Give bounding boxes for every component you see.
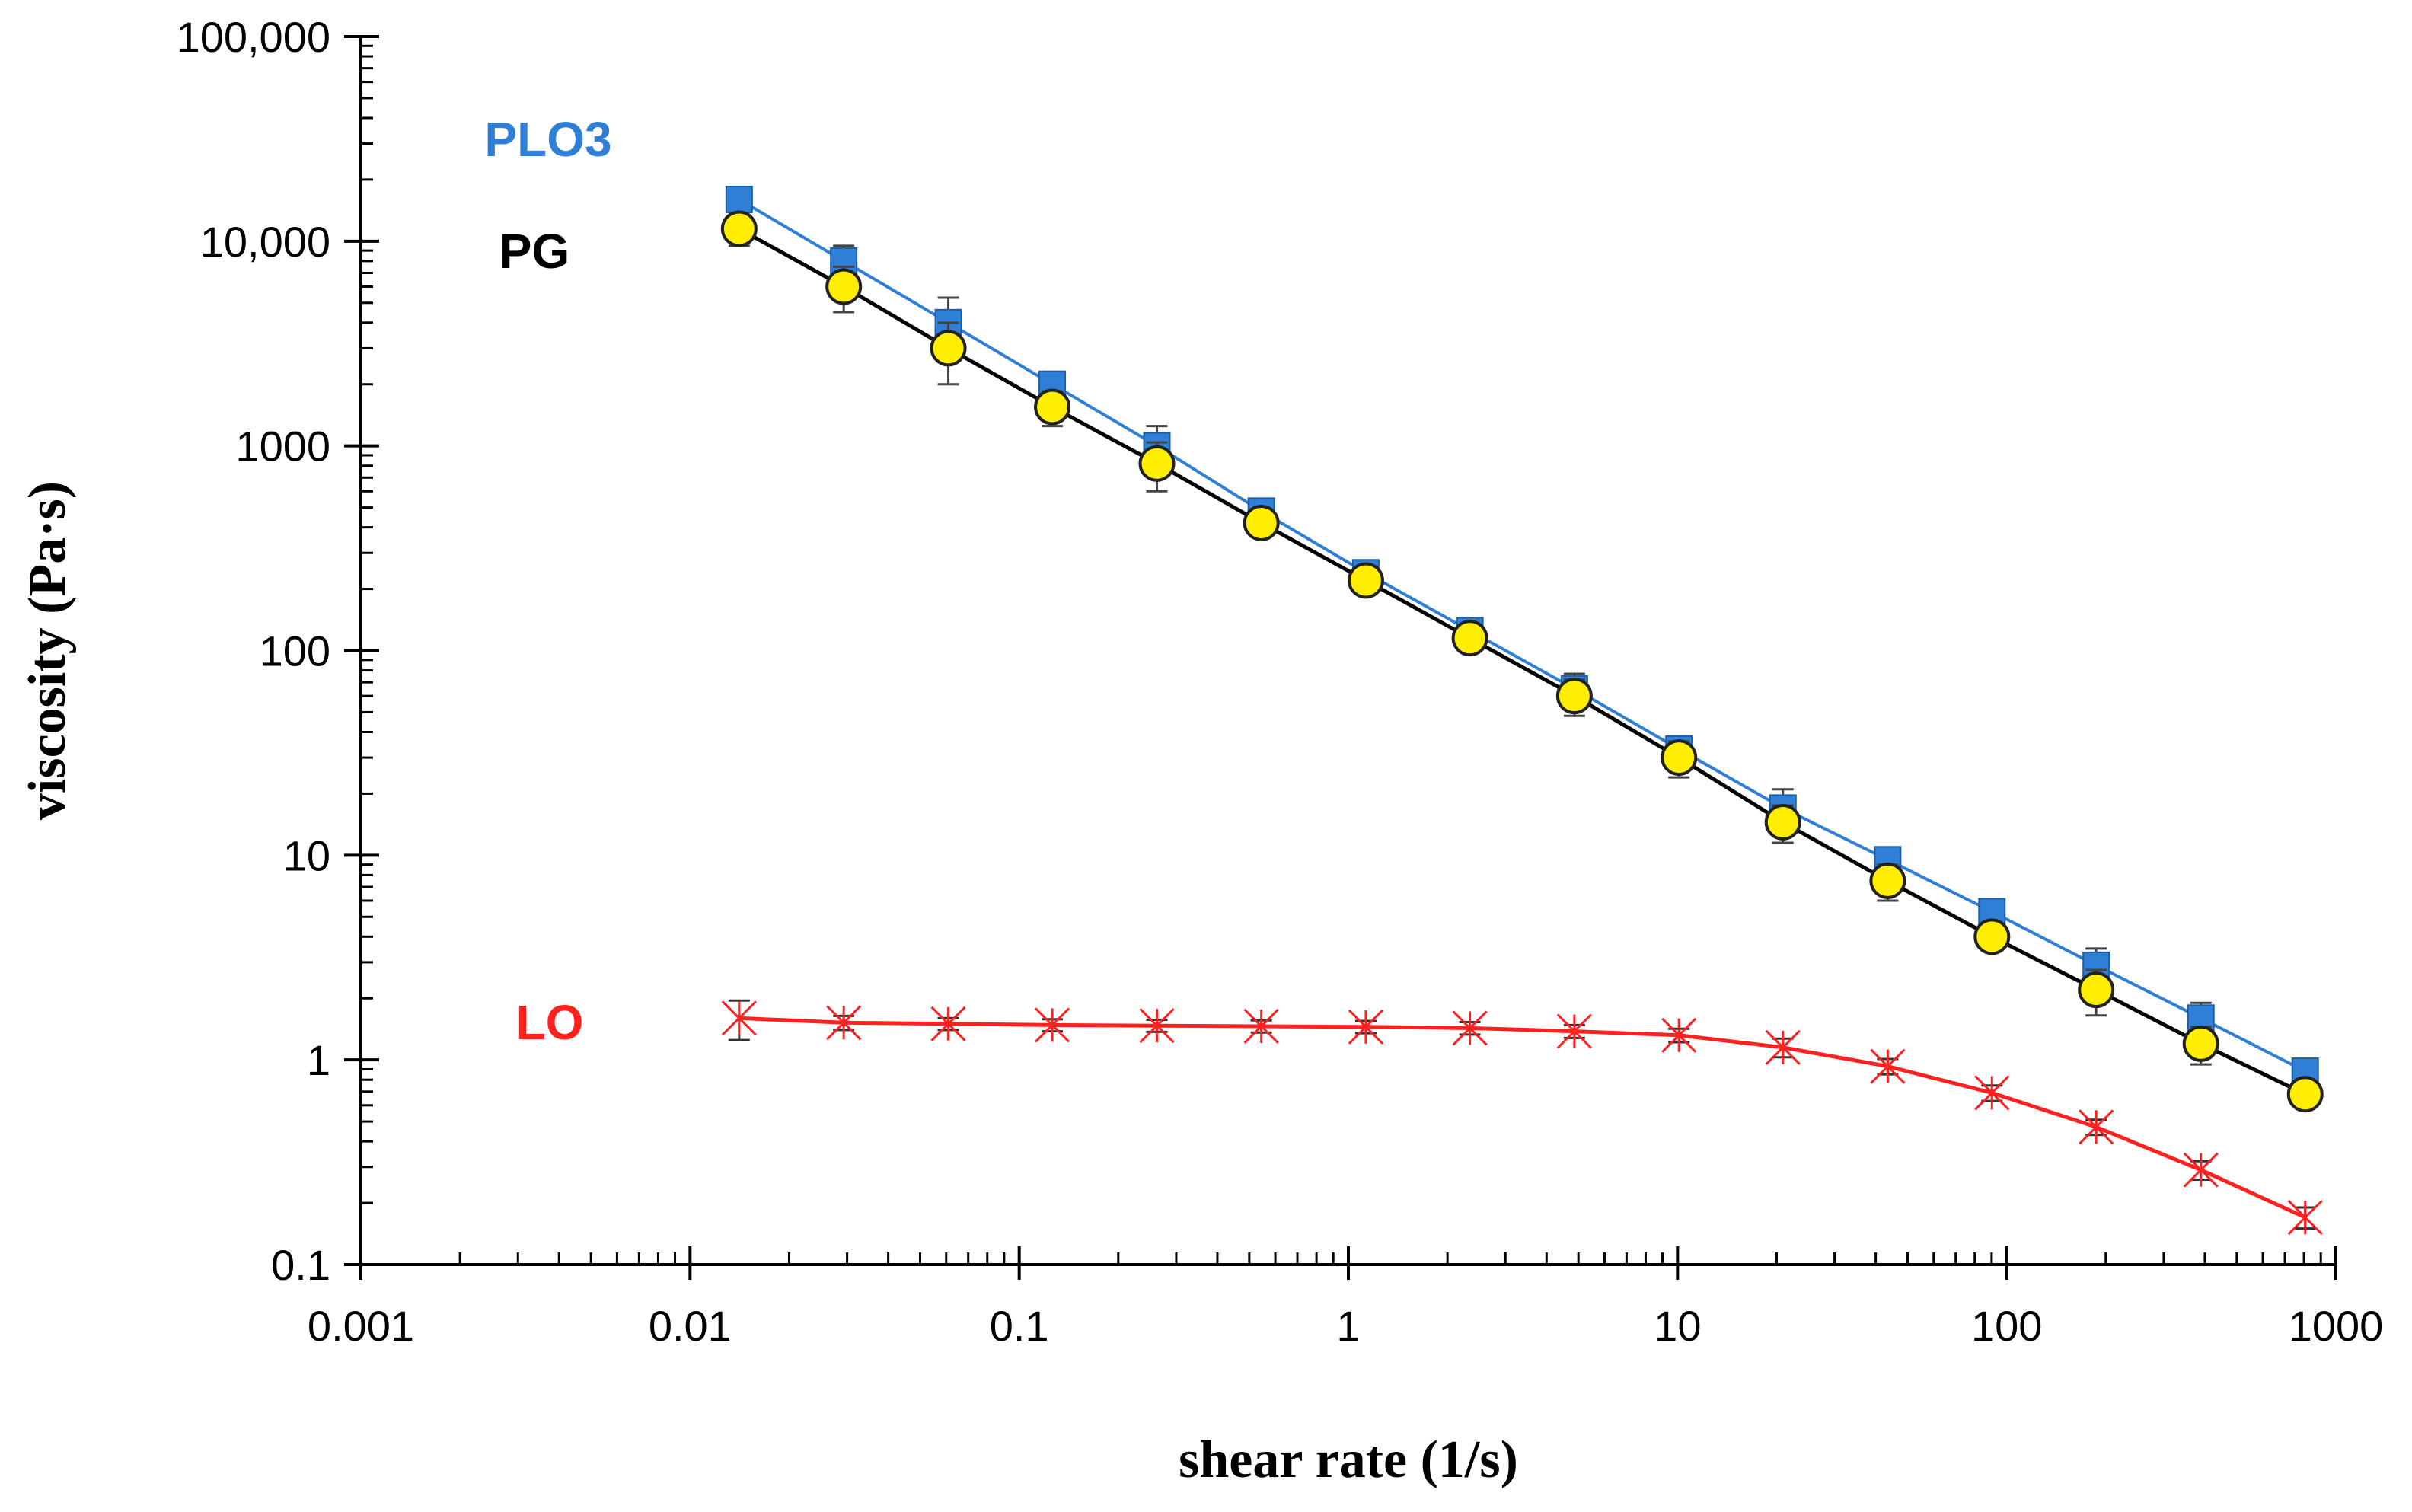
series-layer: [720, 185, 2324, 1236]
data-point-lo: [1870, 1048, 1906, 1084]
data-point-pg: [2078, 971, 2115, 1009]
y-axis-ticks: 0.1 1 10 100 1000 10,000 100,000: [177, 13, 379, 1289]
data-point-lo: [1348, 1009, 1384, 1045]
data-point-lo: [1452, 1010, 1488, 1046]
data-point-pg: [1243, 504, 1280, 541]
data-point-pg: [1138, 445, 1176, 482]
y-axis-title: viscosity (Pa·s): [18, 481, 77, 820]
y-tick-label: 10: [283, 831, 330, 879]
series-plo3: [725, 185, 2319, 1086]
x-tick-label: 1: [1336, 1302, 1360, 1350]
data-point-pg: [1869, 862, 1906, 899]
data-point-lo: [2183, 1152, 2219, 1188]
legend-label-plo3: PLO3: [484, 112, 611, 167]
data-point-pg: [720, 210, 758, 247]
legend-label-pg: PG: [499, 224, 570, 279]
data-point-lo: [1034, 1007, 1070, 1043]
data-point-lo: [1556, 1013, 1592, 1049]
legend-label-lo: LO: [516, 995, 584, 1050]
data-point-plo3: [725, 185, 753, 213]
series-line-pg: [738, 227, 2306, 1096]
y-tick-label: 100,000: [177, 13, 330, 61]
data-point-pg: [1973, 918, 2011, 955]
x-tick-label: 100: [1971, 1302, 2042, 1350]
y-tick-label: 1: [307, 1036, 330, 1084]
y-tick-label: 0.1: [271, 1241, 330, 1289]
x-tick-label: 1000: [2289, 1302, 2384, 1350]
data-point-pg: [1034, 388, 1071, 426]
x-tick-label: 0.001: [308, 1302, 414, 1350]
series-line-lo: [739, 1016, 2306, 1220]
x-tick-label: 0.01: [649, 1302, 732, 1350]
data-point-lo: [2287, 1199, 2323, 1236]
y-tick-label: 10,000: [200, 218, 330, 266]
data-point-pg: [1347, 562, 1384, 599]
data-point-pg: [2286, 1076, 2324, 1113]
data-point-pg: [1451, 620, 1488, 657]
x-tick-label: 0.1: [990, 1302, 1049, 1350]
data-point-pg: [930, 330, 967, 367]
series-line-plo3: [738, 198, 2306, 1073]
data-point-lo: [1661, 1017, 1697, 1053]
data-point-lo: [826, 1005, 862, 1041]
data-point-lo: [1243, 1008, 1279, 1045]
data-point-lo: [1765, 1029, 1801, 1065]
data-point-lo: [721, 1000, 757, 1036]
data-point-pg: [1764, 803, 1801, 841]
x-axis-ticks: 0.001 0.01 0.1 1 10 100 1000: [308, 1246, 2383, 1350]
series-pg: [720, 210, 2324, 1113]
data-point-pg: [825, 268, 863, 305]
x-tick-label: 10: [1654, 1302, 1701, 1350]
series-lo: [721, 999, 2323, 1236]
data-point-lo: [1974, 1075, 2010, 1111]
axes: 0.001 0.01 0.1 1 10 100 1000 0.1 1 10 100 1000 10,0…: [177, 13, 2384, 1350]
x-axis-title: shear rate (1/s): [1179, 1431, 1518, 1489]
y-tick-label: 100: [260, 627, 330, 675]
data-point-lo: [930, 1006, 966, 1041]
y-tick-label: 1000: [235, 423, 330, 471]
data-point-pg: [1555, 678, 1593, 715]
data-point-pg: [1661, 739, 1698, 777]
data-point-pg: [2182, 1025, 2219, 1062]
data-point-lo: [1139, 1008, 1175, 1044]
data-point-lo: [2079, 1109, 2114, 1145]
